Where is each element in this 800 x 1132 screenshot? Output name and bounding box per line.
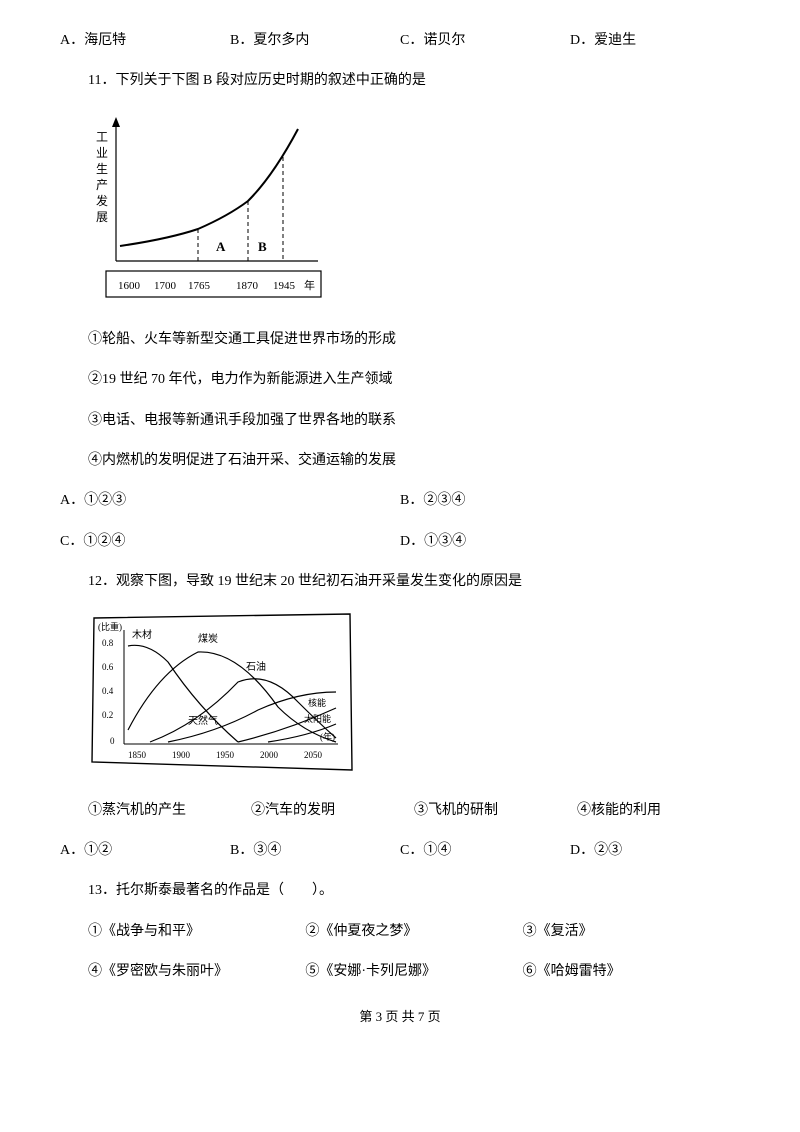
svg-text:生: 生 [96, 162, 108, 176]
q11-option-d: D．①③④ [400, 531, 740, 553]
svg-text:1870: 1870 [236, 280, 259, 292]
svg-text:太阳能: 太阳能 [304, 713, 331, 724]
svg-text:0.6: 0.6 [102, 662, 114, 672]
q10-option-b: B．夏尔多内 [230, 30, 400, 52]
q12-subs: ①蒸汽机的产生 ②汽车的发明 ③飞机的研制 ④核能的利用 [60, 800, 740, 822]
q10-option-c: C．诺贝尔 [400, 30, 570, 52]
svg-text:年: 年 [304, 278, 315, 292]
q11-options-row2: C．①②④ D．①③④ [60, 531, 740, 553]
svg-text:1950: 1950 [216, 750, 235, 760]
q13-item-4: ④《罗密欧与朱丽叶》 [88, 961, 305, 983]
q12-option-c: C．①④ [400, 840, 570, 862]
svg-text:(比重): (比重) [98, 621, 122, 632]
svg-text:核能: 核能 [308, 697, 326, 708]
q11-option-b: B．②③④ [400, 490, 740, 512]
svg-text:发: 发 [96, 193, 108, 208]
q12-sub-1: ①蒸汽机的产生 [88, 800, 251, 822]
q13-item-2: ②《仲夏夜之梦》 [305, 921, 522, 943]
q13-item-5: ⑤《安娜·卡列尼娜》 [305, 961, 522, 983]
q13-item-6: ⑥《哈姆雷特》 [523, 961, 740, 983]
svg-text:展: 展 [96, 210, 108, 224]
q11-sub-1: ①轮船、火车等新型交通工具促进世界市场的形成 [60, 329, 740, 351]
q10-option-d: D．爱迪生 [570, 30, 740, 52]
svg-text:0: 0 [110, 736, 115, 746]
q12-sub-4: ④核能的利用 [577, 800, 740, 822]
q13-item-3: ③《复活》 [523, 921, 740, 943]
svg-text:1900: 1900 [172, 750, 191, 760]
q11-options-row1: A．①②③ B．②③④ [60, 490, 740, 512]
q12-option-b: B．③④ [230, 840, 400, 862]
q12-option-d: D．②③ [570, 840, 740, 862]
svg-text:(年): (年) [320, 731, 335, 742]
svg-text:2050: 2050 [304, 750, 323, 760]
svg-text:1765: 1765 [188, 280, 211, 292]
q12-sub-3: ③飞机的研制 [414, 800, 577, 822]
q12-option-a: A．①② [60, 840, 230, 862]
svg-text:石油: 石油 [246, 660, 266, 673]
q11-ylabel: 工 [96, 130, 108, 144]
q11-sub-4: ④内燃机的发明促进了石油开采、交通运输的发展 [60, 450, 740, 472]
q11-sub-2: ②19 世纪 70 年代，电力作为新能源进入生产领域 [60, 369, 740, 391]
q11-seg-b: B [258, 239, 267, 254]
q12-chart: (比重) 0.8 0.6 0.4 0.2 0 木材 煤炭 石油 天然气 核能 太… [88, 612, 740, 782]
q11-stem: 11．下列关于下图 B 段对应历史时期的叙述中正确的是 [60, 70, 740, 92]
q12-options: A．①② B．③④ C．①④ D．②③ [60, 840, 740, 862]
svg-text:0.4: 0.4 [102, 686, 114, 696]
q13-item-1: ①《战争与和平》 [88, 921, 305, 943]
svg-text:2000: 2000 [260, 750, 279, 760]
svg-text:煤炭: 煤炭 [198, 632, 218, 645]
svg-text:业: 业 [96, 146, 108, 160]
q12-stem: 12．观察下图，导致 19 世纪末 20 世纪初石油开采量发生变化的原因是 [60, 571, 740, 593]
svg-text:木材: 木材 [132, 628, 152, 641]
q11-seg-a: A [216, 239, 226, 254]
q10-option-a: A．海厄特 [60, 30, 230, 52]
q11-x-1600: 1600 [118, 280, 141, 292]
q10-options: A．海厄特 B．夏尔多内 C．诺贝尔 D．爱迪生 [60, 30, 740, 52]
svg-text:1945: 1945 [273, 280, 296, 292]
q12-sub-2: ②汽车的发明 [251, 800, 414, 822]
svg-text:产: 产 [96, 178, 108, 192]
q13-row2: ④《罗密欧与朱丽叶》 ⑤《安娜·卡列尼娜》 ⑥《哈姆雷特》 [60, 961, 740, 983]
q11-option-a: A．①②③ [60, 490, 400, 512]
svg-text:1700: 1700 [154, 280, 177, 292]
svg-text:0.8: 0.8 [102, 638, 114, 648]
svg-text:1850: 1850 [128, 750, 147, 760]
q11-chart: 工 业 生 产 发 展 A B 1600 1700 1765 1870 1 [88, 111, 740, 311]
page-footer: 第 3 页 共 7 页 [60, 1007, 740, 1028]
svg-text:天然气: 天然气 [188, 714, 218, 727]
q11-option-c: C．①②④ [60, 531, 400, 553]
q13-row1: ①《战争与和平》 ②《仲夏夜之梦》 ③《复活》 [60, 921, 740, 943]
svg-text:0.2: 0.2 [102, 710, 113, 720]
q11-sub-3: ③电话、电报等新通讯手段加强了世界各地的联系 [60, 410, 740, 432]
q13-stem: 13．托尔斯泰最著名的作品是（ ）。 [60, 880, 740, 902]
page: A．海厄特 B．夏尔多内 C．诺贝尔 D．爱迪生 11．下列关于下图 B 段对应… [0, 0, 800, 1048]
